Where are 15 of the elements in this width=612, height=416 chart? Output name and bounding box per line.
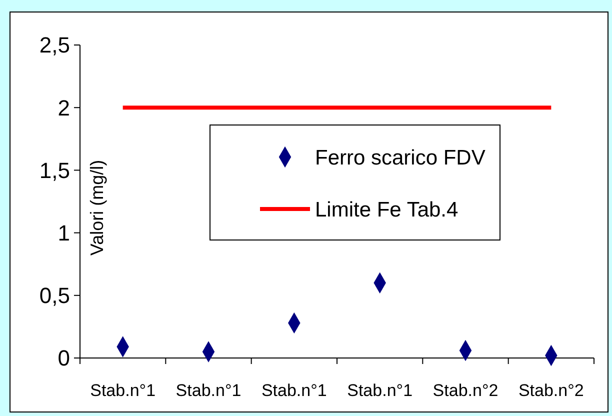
- x-tick-label: Stab.n°2: [432, 381, 498, 400]
- y-tick-label: 2,5: [39, 32, 70, 58]
- y-tick-label: 1,5: [39, 158, 70, 183]
- y-axis-title: Valori (mg/l): [87, 160, 107, 256]
- x-tick-label: Stab.n°1: [90, 381, 156, 400]
- x-tick-label: Stab.n°1: [347, 381, 413, 400]
- legend-label: Ferro scarico FDV: [315, 146, 486, 170]
- y-tick-label: 2: [58, 95, 70, 120]
- y-tick-label: 1: [58, 220, 70, 246]
- y-tick-label: 0: [58, 346, 70, 371]
- y-tick-label: 0,5: [39, 283, 70, 308]
- x-tick-label: Stab.n°1: [261, 381, 327, 400]
- legend-label: Limite Fe Tab.4: [315, 198, 459, 222]
- x-tick-label: Stab.n°1: [176, 381, 242, 400]
- x-tick-label: Stab.n°2: [518, 381, 584, 400]
